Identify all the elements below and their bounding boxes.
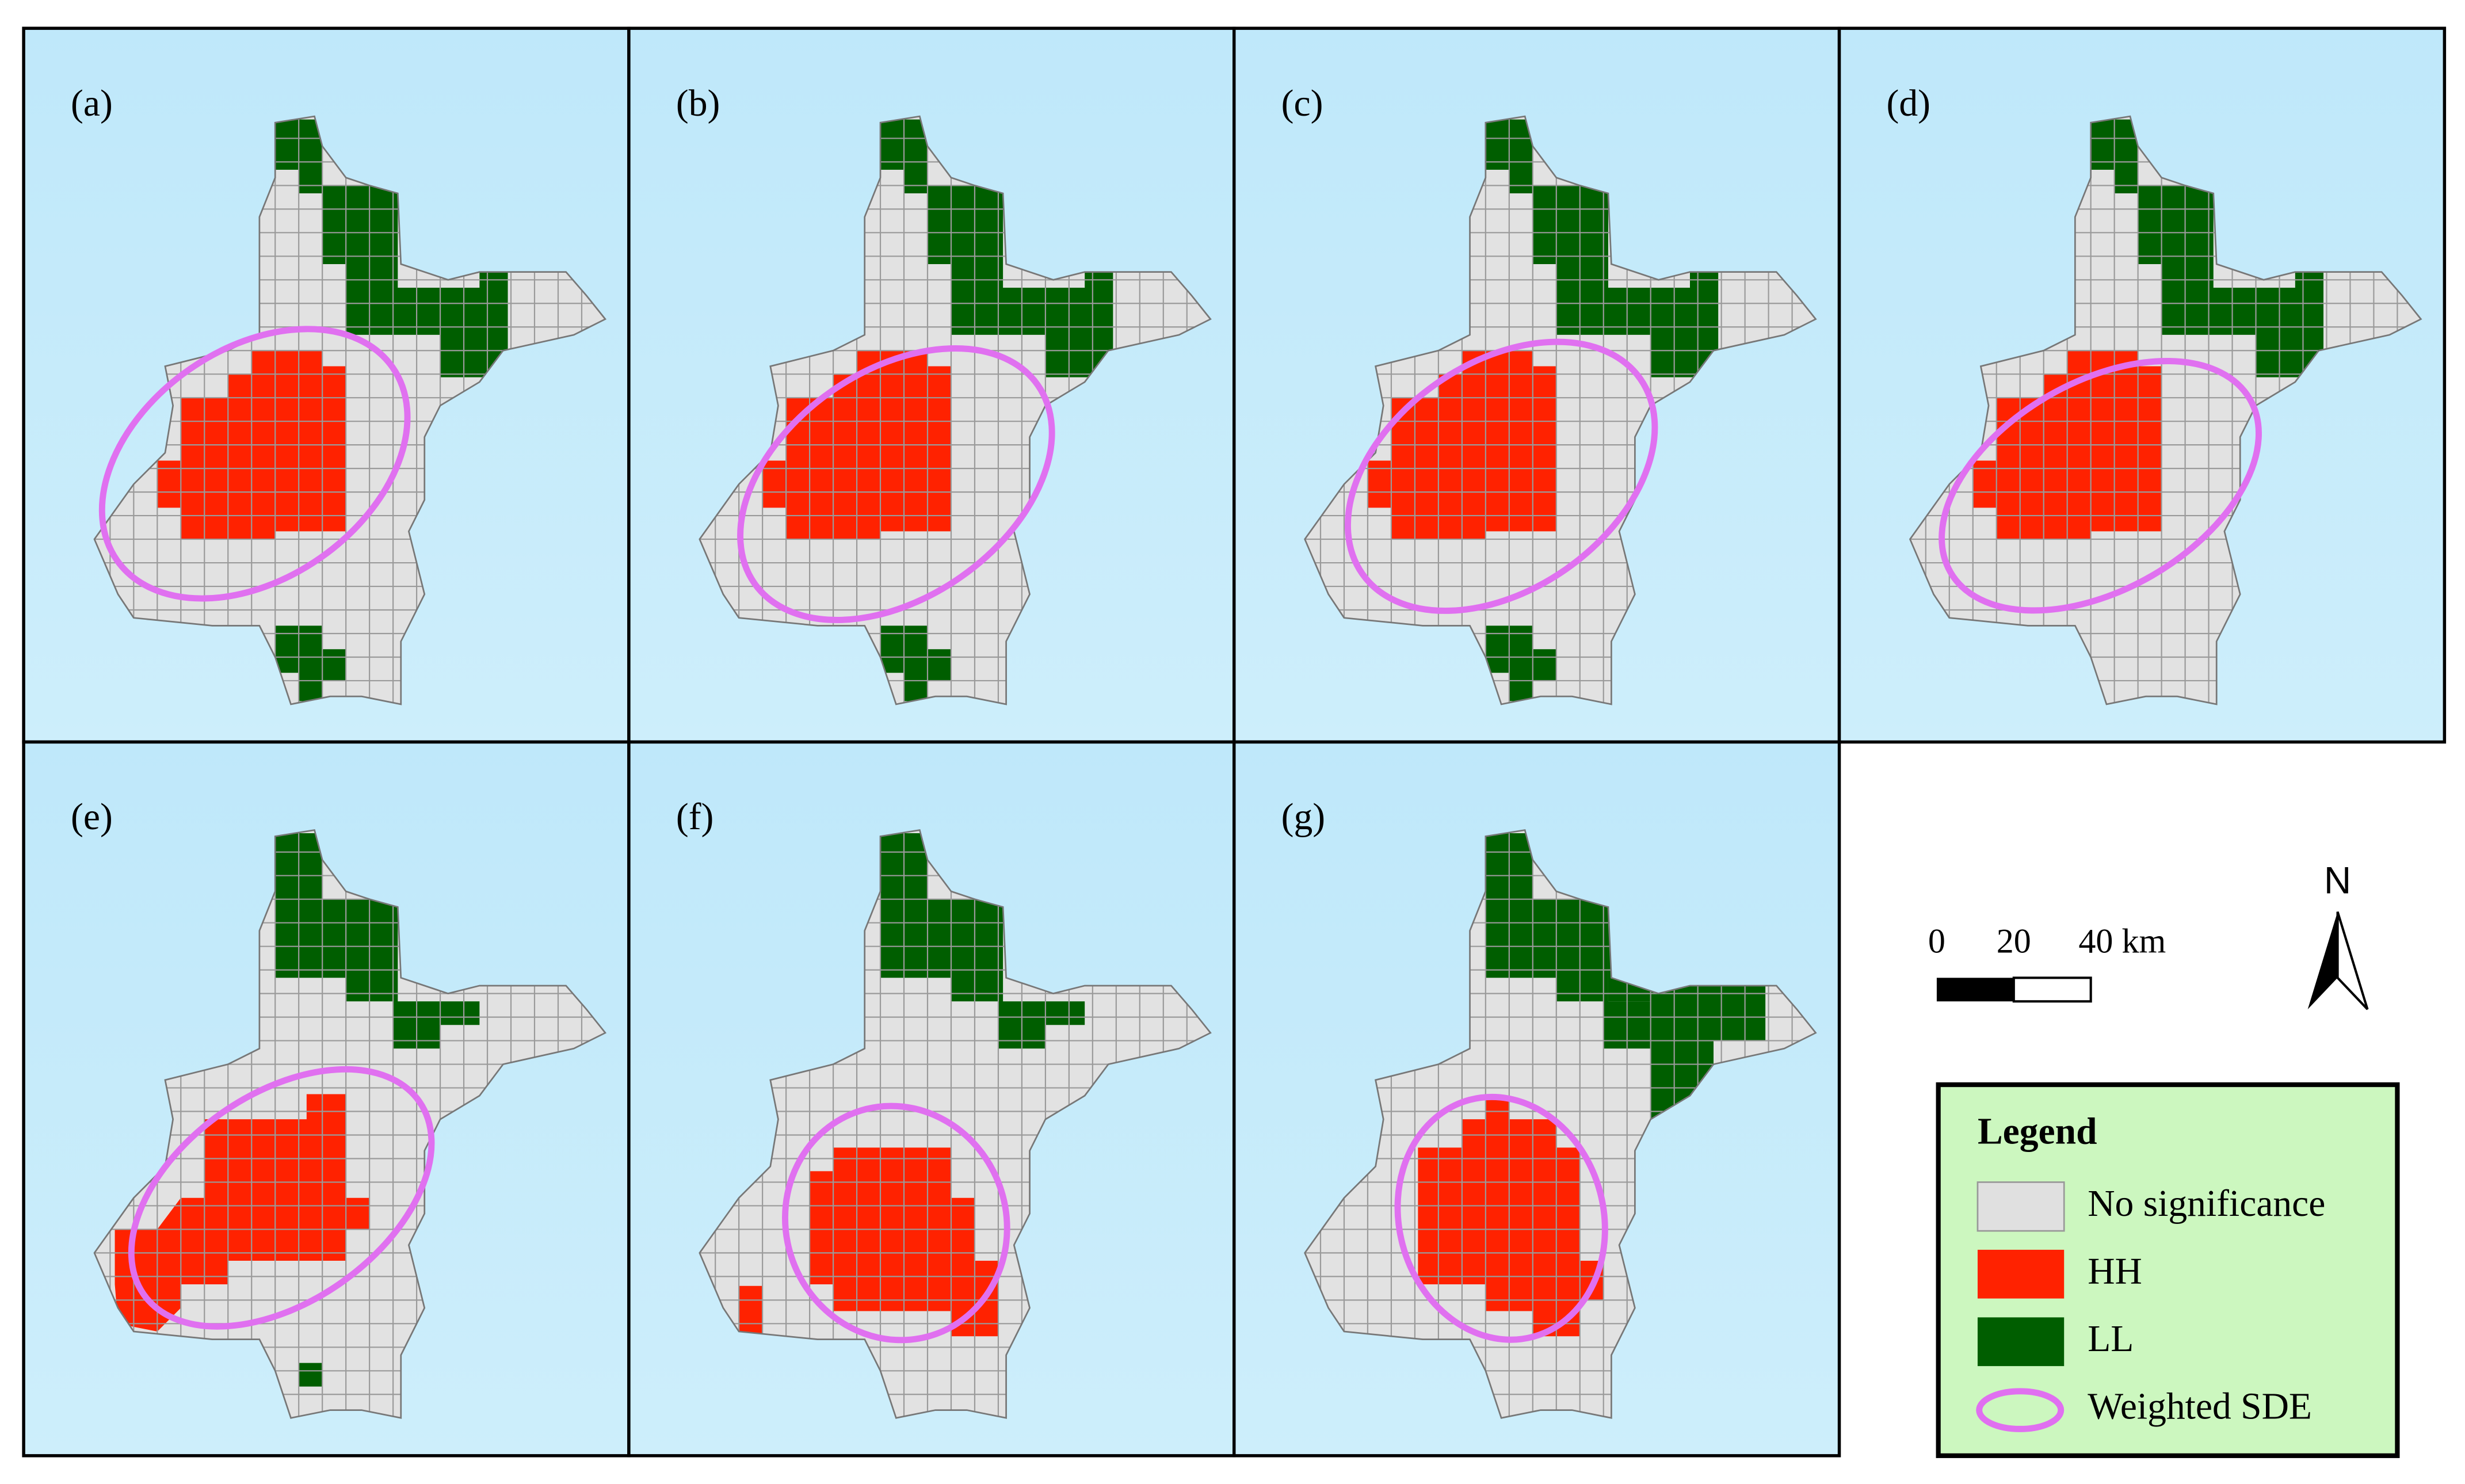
weighted-sde	[737, 345, 1055, 623]
scale-bar-black	[1936, 978, 2014, 1002]
ll-cluster	[275, 833, 480, 1049]
legend-swatch	[1976, 1181, 2065, 1232]
region-outline	[699, 829, 1212, 1419]
ll-cluster	[299, 1363, 323, 1387]
map-panel: (d)	[1837, 26, 2447, 744]
ll-cluster	[275, 119, 508, 377]
weighted-sde	[1394, 1093, 1608, 1343]
legend-swatch	[1977, 1249, 2065, 1299]
region-outline	[699, 115, 1212, 705]
region-outline	[1909, 115, 2422, 705]
map-panel: (b)	[627, 26, 1236, 744]
arrow-right	[2336, 911, 2369, 1010]
legend-label: No significance	[2088, 1183, 2325, 1224]
weighted-sde	[128, 1066, 435, 1330]
ll-cluster	[880, 625, 951, 701]
panel-label: (d)	[1887, 83, 1930, 124]
panel-label: (f)	[676, 796, 713, 838]
north-arrow: N	[2307, 860, 2369, 1010]
legend-label: HH	[2088, 1251, 2142, 1292]
region-fill	[699, 116, 1211, 704]
panel-label: (b)	[676, 83, 720, 124]
map-panel: (f)	[627, 740, 1236, 1458]
hh-cluster	[739, 1285, 763, 1337]
ll-cluster	[880, 119, 1113, 377]
north-label: N	[2324, 860, 2351, 902]
map-panel: (e)	[22, 740, 631, 1458]
scale-label: 40 km	[2078, 922, 2166, 961]
legend-ellipse	[1976, 1388, 2065, 1432]
ll-cluster	[880, 833, 1085, 1049]
weighted-sde	[782, 1102, 1010, 1344]
weighted-sde	[1344, 338, 1658, 614]
legend: Legend No significance HH LL Weighted SD…	[1936, 1082, 2400, 1458]
legend-label: LL	[2088, 1318, 2134, 1360]
legend-label: Weighted SDE	[2088, 1386, 2312, 1428]
scale-bar: 0 20 40 km	[1928, 922, 2166, 1003]
region-fill	[1910, 116, 2421, 704]
region-outline	[93, 115, 607, 705]
panel-label: (c)	[1281, 83, 1323, 124]
legend-title: Legend	[1978, 1111, 2097, 1153]
scale-label: 20	[1997, 922, 2031, 961]
region-outline	[1304, 829, 1817, 1419]
region-outline	[93, 829, 607, 1419]
map-panel: (g)	[1232, 740, 1841, 1458]
weighted-sde	[1939, 358, 2262, 614]
legend-swatch	[1977, 1317, 2065, 1367]
ll-cluster	[1485, 833, 1691, 1049]
panel-label: (g)	[1281, 796, 1325, 838]
scale-bar-white	[2012, 976, 2092, 1003]
hh-cluster	[115, 1094, 370, 1332]
ll-cluster	[275, 625, 346, 701]
weighted-sde	[98, 326, 411, 602]
panel-label: (a)	[71, 83, 113, 124]
ll-cluster	[1485, 625, 1556, 701]
region-fill	[94, 116, 605, 704]
ll-cluster	[2090, 119, 2324, 377]
ll-cluster	[1485, 119, 1719, 377]
panel-label: (e)	[71, 796, 113, 838]
map-panel: (a)	[22, 26, 631, 744]
arrow-left	[2307, 911, 2338, 1009]
scale-label: 0	[1928, 922, 1945, 961]
region-fill	[1304, 116, 1816, 704]
map-panel: (c)	[1232, 26, 1841, 744]
